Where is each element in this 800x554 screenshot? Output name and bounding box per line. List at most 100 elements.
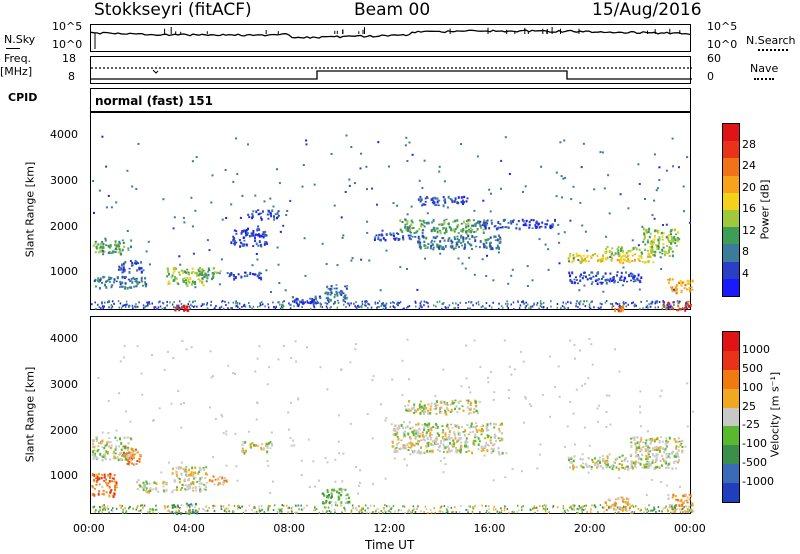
data-patch: [604, 245, 674, 258]
velocity-colorbar-segment: [723, 445, 739, 465]
velocity-colorbar-segment: [723, 332, 739, 352]
power-colorbar-segment: [723, 261, 739, 280]
freq-right-tick-lo: 0: [707, 70, 714, 83]
power-colorbar-tick: 20: [742, 180, 756, 194]
velocity-colorbar-tick: 100: [742, 380, 763, 394]
data-patch: [241, 441, 274, 455]
velocity-colorbar-tick: 1000: [742, 342, 770, 356]
x-tick-label: 00:00: [73, 522, 105, 535]
data-patch: [117, 259, 143, 274]
velocity-ytick-label: 3000: [50, 377, 78, 391]
nsky-line-icon: [6, 48, 20, 49]
velocity-ytick-label: 4000: [50, 331, 78, 345]
data-patch: [479, 218, 556, 231]
power-ytick-label: 4000: [50, 127, 78, 141]
data-patch: [93, 275, 148, 290]
data-patch: [230, 227, 269, 248]
data-patch: [171, 502, 199, 516]
power-colorbar-segment: [723, 278, 739, 297]
data-patch: [568, 271, 643, 285]
data-patch: [373, 232, 417, 242]
nsearch-dots-icon: [758, 49, 788, 51]
data-patch: [324, 284, 349, 304]
data-patch: [166, 267, 205, 288]
freq-panel: [90, 56, 692, 84]
x-axis-label: Time UT: [365, 538, 415, 552]
ground-scatter-band: [92, 504, 694, 514]
freq-left-tick-lo: 8: [68, 70, 75, 83]
power-colorbar-tick: 8: [742, 245, 749, 258]
power-colorbar-segment: [723, 192, 739, 211]
nsky-label: N.Sky: [4, 33, 36, 46]
noise-left-tick-hi: 10^5: [52, 20, 83, 33]
data-patch: [321, 487, 351, 505]
beam-title: Beam 00: [354, 0, 431, 20]
freq-left-tick-hi: 18: [62, 52, 76, 65]
velocity-colorbar-label: Velocity [m s⁻¹]: [768, 371, 782, 458]
noise-trace: [90, 27, 692, 49]
x-tick-label: 08:00: [273, 522, 306, 535]
velocity-colorbar-tick: -25: [742, 418, 760, 432]
velocity-ytick-label: 1000: [50, 469, 78, 483]
data-patch: [612, 304, 625, 313]
power-colorbar-segment: [723, 141, 739, 159]
cpid-panel: normal (fast) 151: [90, 88, 691, 112]
power-colorbar-segment: [723, 227, 739, 245]
power-heatmap: [91, 134, 694, 313]
data-patch: [629, 436, 684, 457]
velocity-colorbar-segment: [723, 483, 739, 503]
power-colorbar-tick: 12: [742, 223, 756, 237]
cpid-text: normal (fast) 151: [95, 94, 213, 108]
power-ytick-label: 2000: [50, 219, 78, 233]
velocity-ytick-label: 2000: [50, 423, 78, 437]
data-patch: [567, 252, 655, 265]
velocity-colorbar-segment: [723, 407, 739, 427]
data-patch: [91, 472, 118, 498]
data-patch: [662, 300, 692, 312]
station-title: Stokkseyri (fitACF): [94, 0, 252, 20]
velocity-colorbar-tick: -100: [742, 437, 767, 451]
velocity-panel: [90, 316, 694, 516]
power-colorbar-segment: [723, 244, 739, 263]
speckle-points: [92, 134, 691, 293]
power-ytick-label: 3000: [50, 173, 78, 187]
data-patch: [226, 271, 263, 281]
data-patch: [171, 466, 209, 494]
power-colorbar-tick: 16: [742, 202, 756, 215]
speckle-points: [97, 337, 694, 497]
velocity-colorbar-segment: [723, 464, 739, 484]
nave-label: Nave: [750, 62, 779, 75]
data-patch: [404, 399, 481, 416]
noise-right-tick-hi: 10^5: [707, 20, 738, 33]
velocity-heatmap: [91, 337, 694, 516]
cpid-label: CPID: [8, 91, 38, 104]
date-title: 15/Aug/2016: [592, 0, 702, 20]
data-patch: [174, 304, 190, 313]
data-patch: [91, 436, 133, 462]
data-patch: [92, 239, 133, 256]
x-tick-label: 04:00: [173, 522, 205, 535]
data-patch: [604, 496, 631, 512]
power-colorbar-segment: [723, 210, 739, 228]
noise-right-tick-lo: 10^0: [707, 38, 738, 51]
velocity-colorbar-segment: [723, 350, 739, 371]
nsearch-label: N.Search: [746, 34, 796, 47]
noise-panel: [90, 24, 692, 52]
data-patch: [247, 209, 280, 221]
power-colorbar-segment: [723, 175, 739, 194]
velocity-colorbar-segment: [723, 426, 739, 446]
data-patch: [667, 278, 694, 295]
velocity-colorbar-tick: -1000: [742, 475, 774, 489]
power-colorbar-segment: [723, 124, 739, 142]
power-colorbar-segment: [723, 158, 739, 177]
power-colorbar-label: Power [dB]: [758, 179, 772, 240]
freq-trace: [91, 67, 692, 80]
data-patch: [417, 234, 502, 251]
velocity-colorbar-tick: 500: [742, 361, 763, 375]
power-panel: [90, 112, 694, 313]
data-patch: [196, 267, 222, 281]
data-patch: [136, 480, 168, 494]
power-colorbar-tick: 24: [742, 159, 756, 172]
velocity-ylabel: Slant Range [km]: [23, 366, 37, 463]
data-patch: [391, 422, 504, 455]
